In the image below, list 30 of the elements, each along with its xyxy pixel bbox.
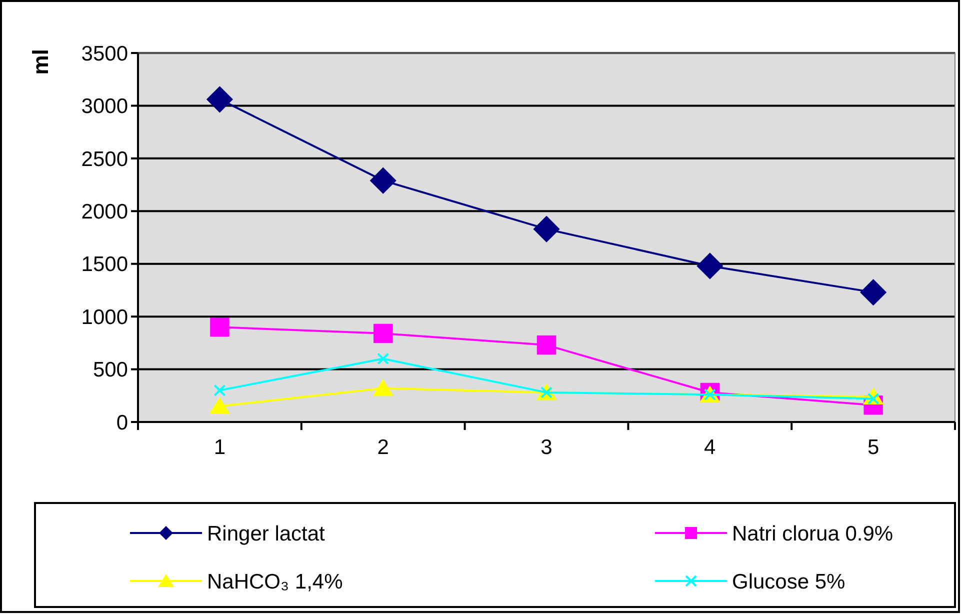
point [206,86,233,113]
legend-label: NaHCO₃ 1,4% [207,570,343,594]
point [536,335,556,355]
point [210,318,230,337]
legend-label: Natri clorua 0.9% [732,522,894,546]
point [377,352,390,365]
x-tick-label: 3 [540,436,552,459]
y-tick-label: 1000 [81,306,128,329]
point [214,384,226,396]
x-tick-label: 4 [704,436,716,459]
y-tick-label: 2000 [81,200,128,224]
y-axis-title: ml [28,49,53,75]
x-tick-label: 1 [214,436,226,459]
y-tick-label: 0 [116,411,128,434]
point [372,379,394,396]
point [860,279,887,306]
y-tick-label: 1500 [81,253,128,276]
y-tick-label: 2500 [81,148,128,171]
y-tick-label: 500 [92,358,128,382]
point [696,252,724,280]
y-tick-label: 3000 [81,95,128,118]
legend-label: Ringer lactat [207,522,326,546]
legend-label: Glucose 5% [732,570,846,594]
y-tick-label: 3500 [81,42,128,66]
point [209,397,230,414]
point [370,167,396,194]
x-tick-label: 5 [867,436,880,459]
point [533,216,560,242]
point [374,324,393,344]
x-tick-label: 2 [377,436,389,459]
